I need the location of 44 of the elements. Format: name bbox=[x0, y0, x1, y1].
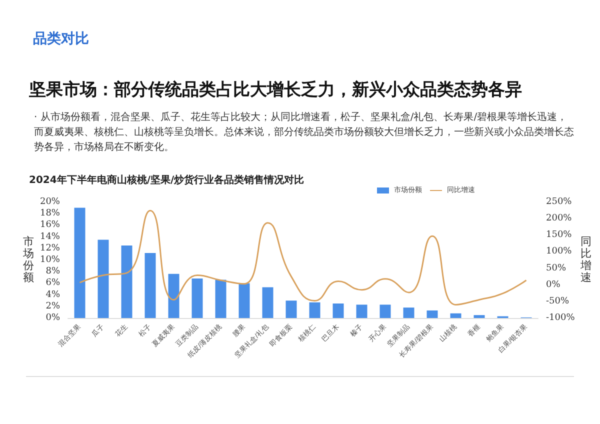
bar bbox=[426, 310, 438, 318]
bar bbox=[238, 283, 250, 318]
bar bbox=[332, 304, 344, 318]
y-tick-label: 18% bbox=[40, 208, 60, 219]
y2-tick-label: 200% bbox=[546, 214, 572, 224]
text: · 从市场份额看，混合坚果、瓜子、花生等占比较大；从同比增速看，松子、坚果礼盒/礼包、长寿果/碧根果等增长迅速，而夏威夷果、核桃仁、山核桃等呈负增长。总体来说，部分传统品类市场份额较大但增长乏力，一些新兴或小众品类增长态势各异，市场格局在不断变化。 bbox=[34, 110, 574, 155]
y2-tick-label: 100% bbox=[546, 246, 572, 257]
bar bbox=[474, 315, 485, 318]
bar bbox=[262, 287, 274, 318]
chart-subtitle: 2024年下半年电商山核桃/坚果/炒货行业各品类销售情况对比 bbox=[29, 173, 304, 187]
bar bbox=[144, 253, 156, 318]
y-tick-label: 10% bbox=[40, 255, 60, 265]
chart-title: 坚果市场：部分传统品类占比大增长乏力，新兴小众品类态势各异 bbox=[29, 79, 522, 101]
bar bbox=[74, 208, 86, 318]
y2-tick-label: 150% bbox=[546, 230, 572, 240]
y-tick-label: 20% bbox=[40, 197, 60, 207]
bar bbox=[380, 304, 391, 318]
y-tick-label: 8% bbox=[46, 266, 60, 277]
bar bbox=[215, 280, 226, 318]
y-axis-title: 市场份额 bbox=[22, 235, 34, 284]
y2-tick-label: -100% bbox=[546, 313, 576, 323]
bar bbox=[286, 300, 297, 318]
bar bbox=[403, 308, 414, 318]
bar bbox=[121, 246, 132, 318]
y-tick-label: 16% bbox=[40, 220, 60, 230]
bar bbox=[450, 313, 462, 318]
bar bbox=[356, 304, 368, 318]
y-tick-label: 0% bbox=[46, 313, 60, 323]
y2-tick-label: 0% bbox=[546, 280, 561, 290]
y-tick-label: 2% bbox=[46, 301, 60, 312]
y-tick-label: 12% bbox=[40, 243, 60, 254]
line-series bbox=[79, 210, 527, 306]
y-tick-label: 14% bbox=[40, 232, 60, 242]
y-tick-label: 4% bbox=[46, 290, 60, 300]
bar bbox=[192, 278, 203, 318]
y2-tick-label: 250% bbox=[546, 197, 572, 207]
y2-tick-label: 50% bbox=[546, 263, 566, 274]
bar bbox=[168, 274, 180, 318]
y-tick-label: 6% bbox=[46, 278, 60, 288]
bar bbox=[309, 302, 320, 318]
y2-tick-label: -50% bbox=[546, 296, 570, 306]
text: 品类对比 bbox=[33, 30, 89, 48]
y2-axis-title: 同比增速 bbox=[580, 236, 592, 284]
bar bbox=[98, 240, 109, 318]
